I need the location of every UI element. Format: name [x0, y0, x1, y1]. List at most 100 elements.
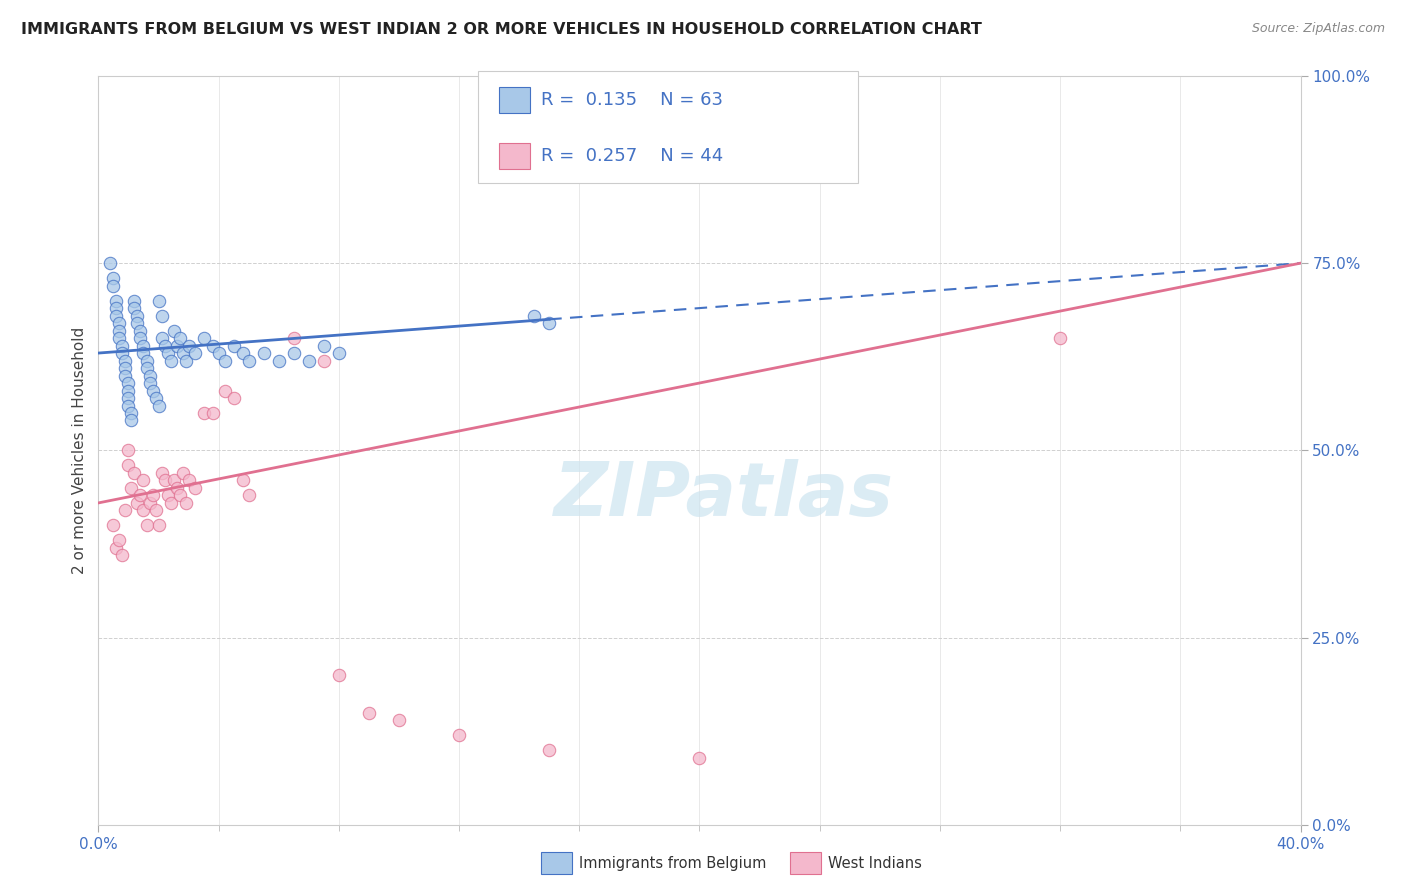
Point [114, 353, 136, 368]
Point [117, 399, 139, 413]
Point [145, 503, 167, 517]
Point [114, 503, 136, 517]
Point [312, 338, 335, 352]
Point [159, 353, 181, 368]
Point [328, 346, 350, 360]
Point [1049, 331, 1071, 345]
Point [111, 549, 134, 563]
Point [114, 361, 136, 376]
Point [156, 488, 179, 502]
Point [121, 481, 143, 495]
Point [328, 668, 350, 682]
Point [172, 466, 194, 480]
Point [153, 474, 176, 488]
Point [283, 346, 305, 360]
Point [117, 458, 139, 473]
Point [174, 496, 197, 510]
Text: Immigrants from Belgium: Immigrants from Belgium [579, 856, 766, 871]
Point [214, 353, 236, 368]
Point [298, 353, 321, 368]
Point [169, 488, 191, 502]
Point [111, 346, 134, 360]
Point [214, 384, 236, 398]
Text: West Indians: West Indians [828, 856, 922, 871]
Point [222, 338, 245, 352]
Point [388, 713, 411, 727]
Point [127, 316, 149, 330]
Point [156, 346, 179, 360]
Point [103, 518, 125, 533]
Point [153, 338, 176, 352]
Point [138, 376, 160, 390]
Point [124, 466, 146, 480]
Point [129, 324, 152, 338]
Point [141, 488, 163, 502]
Point [135, 353, 157, 368]
Point [132, 338, 155, 352]
Point [201, 338, 224, 352]
Point [145, 391, 167, 405]
Point [162, 324, 184, 338]
Point [538, 316, 561, 330]
Point [129, 331, 152, 345]
Point [183, 481, 205, 495]
Point [150, 466, 173, 480]
Point [357, 706, 380, 720]
Point [132, 346, 155, 360]
Point [232, 346, 254, 360]
Point [121, 413, 143, 427]
Point [135, 361, 157, 376]
Text: R =  0.135    N = 63: R = 0.135 N = 63 [541, 91, 723, 109]
Point [138, 496, 160, 510]
Point [124, 293, 146, 308]
Point [132, 474, 155, 488]
Point [117, 376, 139, 390]
Point [124, 301, 146, 315]
Point [177, 474, 200, 488]
Point [103, 278, 125, 293]
Point [208, 346, 231, 360]
Point [148, 399, 170, 413]
Point [193, 406, 215, 420]
Point [148, 518, 170, 533]
Point [166, 338, 188, 352]
Point [523, 309, 546, 323]
Point [267, 353, 290, 368]
Point [105, 541, 128, 555]
Point [447, 728, 470, 742]
Point [172, 346, 194, 360]
Point [222, 391, 245, 405]
Point [148, 293, 170, 308]
Point [238, 488, 260, 502]
Point [688, 750, 710, 764]
Point [108, 324, 131, 338]
Y-axis label: 2 or more Vehicles in Household: 2 or more Vehicles in Household [72, 326, 87, 574]
Point [193, 331, 215, 345]
Point [150, 309, 173, 323]
Point [538, 743, 561, 757]
Point [108, 316, 131, 330]
Text: ZIPatlas: ZIPatlas [554, 458, 894, 532]
Point [105, 309, 128, 323]
Point [103, 271, 125, 285]
Point [132, 503, 155, 517]
Point [201, 406, 224, 420]
Point [169, 331, 191, 345]
Point [121, 406, 143, 420]
Point [162, 474, 184, 488]
Text: IMMIGRANTS FROM BELGIUM VS WEST INDIAN 2 OR MORE VEHICLES IN HOUSEHOLD CORRELATI: IMMIGRANTS FROM BELGIUM VS WEST INDIAN 2… [21, 22, 981, 37]
Point [177, 338, 200, 352]
Point [312, 353, 335, 368]
Point [117, 384, 139, 398]
Point [174, 353, 197, 368]
Point [135, 518, 157, 533]
Point [183, 346, 205, 360]
Text: Source: ZipAtlas.com: Source: ZipAtlas.com [1251, 22, 1385, 36]
Point [238, 353, 260, 368]
Point [253, 346, 276, 360]
Point [114, 368, 136, 383]
Point [150, 331, 173, 345]
Point [117, 391, 139, 405]
Point [129, 488, 152, 502]
Point [117, 443, 139, 458]
